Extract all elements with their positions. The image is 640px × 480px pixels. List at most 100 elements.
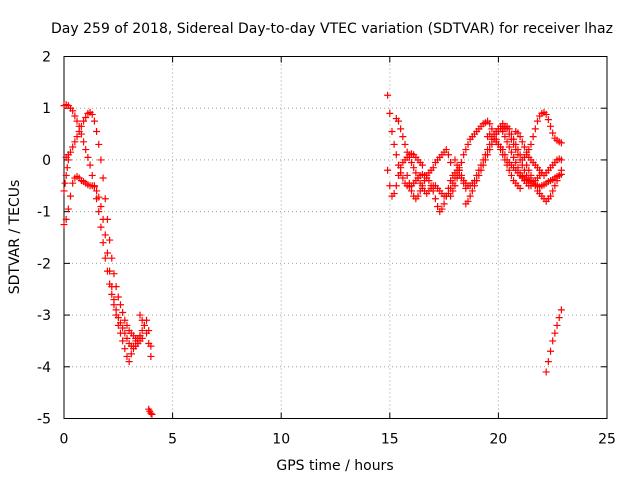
data-point	[63, 164, 71, 172]
data-point	[119, 308, 127, 316]
data-point	[388, 127, 396, 135]
data-point	[516, 151, 524, 159]
data-point	[544, 358, 552, 366]
data-point	[62, 171, 70, 179]
data-point	[473, 177, 481, 185]
y-tick-label: -3	[37, 308, 51, 324]
chart-title: Day 259 of 2018, Sidereal Day-to-day VTE…	[51, 21, 613, 37]
data-point	[429, 164, 437, 172]
data-point	[549, 129, 557, 137]
data-point	[116, 319, 124, 327]
data-point	[90, 183, 98, 191]
data-point	[460, 151, 468, 159]
x-tick-label: 20	[489, 432, 507, 448]
data-point	[101, 195, 109, 203]
data-point	[531, 125, 539, 133]
data-point	[555, 171, 563, 179]
series-arc-q	[523, 161, 565, 205]
data-point	[401, 140, 409, 148]
data-point	[544, 116, 552, 124]
data-point	[64, 156, 72, 164]
data-point	[449, 187, 457, 195]
y-tick-label: 2	[42, 50, 51, 66]
grid	[64, 56, 607, 419]
data-point	[475, 171, 483, 179]
y-tick-labels: -5 -4 -3 -2 -1 0 1 2	[37, 50, 51, 428]
data-point	[442, 146, 450, 154]
series-arc-o	[499, 108, 565, 164]
data-point	[97, 202, 105, 210]
data-point	[451, 182, 459, 190]
series-arc-d	[60, 156, 72, 195]
data-point	[431, 195, 439, 203]
data-point	[477, 166, 485, 174]
data-point	[143, 329, 151, 337]
data-point	[516, 184, 524, 192]
data-point	[108, 290, 116, 298]
data-point	[525, 166, 533, 174]
series-arc-j	[403, 146, 455, 203]
y-axis-label: SDTVAR / TECUs	[7, 180, 23, 295]
data-point	[501, 133, 509, 141]
data-point	[69, 107, 77, 115]
data-point	[447, 159, 455, 167]
data-point	[67, 192, 75, 200]
data-point	[136, 311, 144, 319]
data-point	[103, 249, 111, 257]
series-arc-i	[384, 150, 426, 200]
data-point	[106, 267, 114, 275]
data-point	[512, 140, 520, 148]
data-point	[99, 215, 107, 223]
data-point	[414, 174, 422, 182]
data-point	[114, 314, 122, 322]
data-point	[512, 159, 520, 167]
data-point	[488, 140, 496, 148]
data-point	[108, 283, 116, 291]
data-point	[553, 321, 561, 329]
series-arc-p	[512, 127, 565, 179]
data-point	[394, 171, 402, 179]
data-point	[147, 352, 155, 360]
data-point	[82, 146, 90, 154]
data-point	[507, 130, 515, 138]
data-point	[82, 114, 90, 122]
plot-frame	[63, 56, 608, 419]
data-point	[410, 164, 418, 172]
data-point	[99, 239, 107, 247]
data-point	[386, 109, 394, 117]
data-point	[119, 324, 127, 332]
data-point	[464, 140, 472, 148]
data-point	[447, 192, 455, 200]
data-point	[75, 127, 83, 135]
data-point	[486, 146, 494, 154]
data-point	[93, 127, 101, 135]
data-point	[64, 205, 72, 213]
data-point	[95, 140, 103, 148]
data-point	[557, 156, 565, 164]
x-tick-label: 5	[168, 432, 177, 448]
data-point	[408, 187, 416, 195]
data-point	[405, 179, 413, 187]
x-tick-label: 10	[272, 432, 290, 448]
data-point	[510, 135, 518, 143]
data-point	[147, 409, 155, 417]
data-point	[457, 171, 465, 179]
data-point	[520, 143, 528, 151]
data-point	[148, 410, 156, 418]
data-point	[60, 187, 68, 195]
data-point	[557, 139, 565, 147]
data-point	[125, 358, 133, 366]
data-point	[547, 347, 555, 355]
series-arc-c	[60, 172, 146, 353]
data-point	[121, 345, 129, 353]
data-point	[453, 161, 461, 169]
series-arc-a	[60, 101, 144, 366]
data-point	[466, 192, 474, 200]
data-point	[84, 153, 92, 161]
data-point	[444, 151, 452, 159]
data-point	[462, 146, 470, 154]
data-point	[523, 161, 531, 169]
data-point	[138, 316, 146, 324]
data-point	[73, 133, 81, 141]
